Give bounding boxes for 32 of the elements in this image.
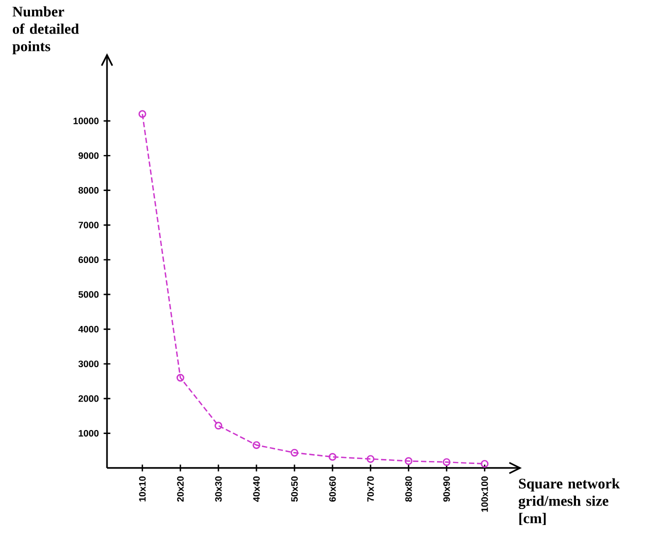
point <box>252 441 260 449</box>
point <box>442 458 450 466</box>
point <box>290 448 298 457</box>
x-tick-label: 60x60 <box>329 476 336 502</box>
y-tick-label: 8000 <box>78 187 99 194</box>
point <box>214 422 222 430</box>
point <box>404 457 412 465</box>
y-tick-label: 6000 <box>78 256 99 264</box>
y-tick-label: 9000 <box>78 152 99 159</box>
x-tick-label: 90x90 <box>443 476 450 502</box>
y-tick-label: 2000 <box>78 395 99 402</box>
point <box>138 110 146 118</box>
y-tick-label: 10000 <box>74 118 99 124</box>
y-tick-label: 5000 <box>78 291 99 298</box>
x-tick-label: 20x20 <box>177 476 184 502</box>
x-tick-label: 40x40 <box>253 476 260 502</box>
point <box>480 460 488 468</box>
point <box>366 455 374 463</box>
y-tick-label: 4000 <box>78 326 99 332</box>
x-tick-label: 100x100 <box>481 476 488 512</box>
x-tick-label: 70x70 <box>367 476 374 502</box>
x-tick-label: 50x50 <box>291 476 298 502</box>
x-tick-label: 30x30 <box>215 476 222 502</box>
y-axis-title: Number of detailed points <box>12 6 79 54</box>
point <box>328 453 336 461</box>
point <box>176 374 184 382</box>
y-tick-label: 1000 <box>78 430 99 437</box>
x-axis-title: Square network grid/mesh size [cm] <box>518 478 620 526</box>
y-tick-label: 3000 <box>78 360 99 368</box>
y-tick-label: 7000 <box>78 222 99 228</box>
x-tick-label: 10x10 <box>139 476 146 502</box>
x-tick-label: 80x80 <box>405 476 412 502</box>
